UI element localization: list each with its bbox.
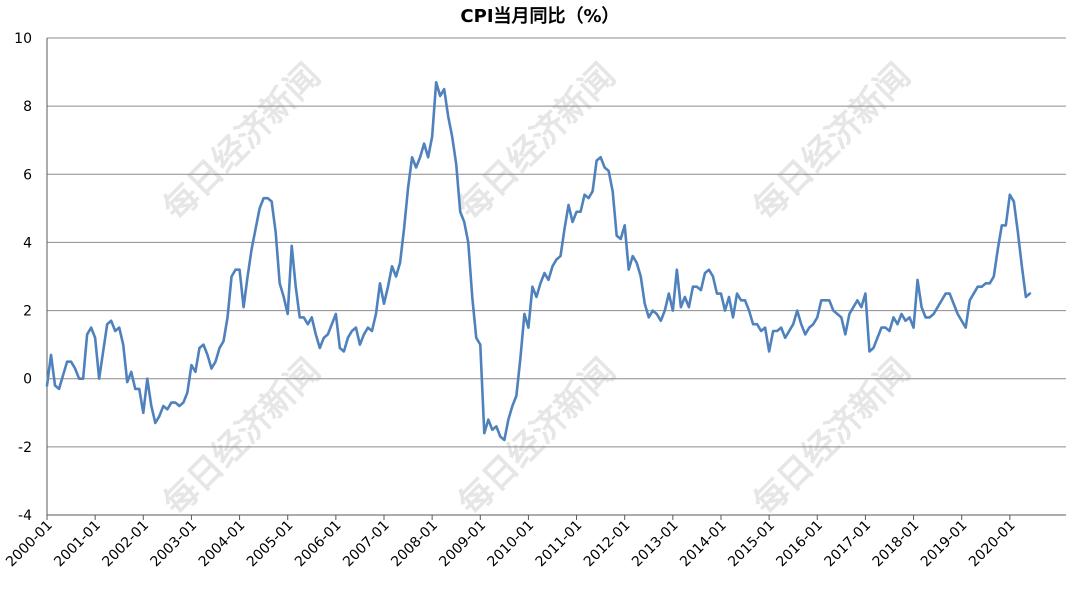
x-tick-label: 2004-01 [196, 518, 249, 571]
watermark-text: 每日经济新闻 [156, 56, 329, 229]
y-tick-label: -2 [18, 440, 32, 456]
x-tick-label: 2020-01 [966, 518, 1019, 571]
x-tick-label: 2003-01 [148, 518, 201, 571]
x-tick-label: 2002-01 [99, 518, 152, 571]
series-layer [45, 80, 1032, 442]
gridlines [46, 37, 1066, 516]
x-tick-label: 2008-01 [388, 518, 441, 571]
y-tick-label: 6 [23, 167, 32, 183]
x-tick-label: 2014-01 [677, 518, 730, 571]
x-tick-label: 2005-01 [244, 518, 297, 571]
watermark-text: 每日经济新闻 [746, 351, 919, 524]
x-tick-label: 2010-01 [485, 518, 538, 571]
x-tick-label: 2017-01 [822, 518, 875, 571]
watermark-text: 每日经济新闻 [156, 351, 329, 524]
x-tick-label: 2012-01 [581, 518, 634, 571]
y-tick-label: 4 [23, 235, 32, 251]
x-tick-label: 2016-01 [773, 518, 826, 571]
chart-title: CPI当月同比（%） [460, 5, 619, 27]
x-axis-ticks: 2000-012001-012002-012003-012004-012005-… [3, 515, 1019, 570]
x-tick-label: 2007-01 [340, 518, 393, 571]
watermark-text: 每日经济新闻 [451, 351, 624, 524]
x-tick-label: 2006-01 [292, 518, 345, 571]
watermark-text: 每日经济新闻 [746, 56, 919, 229]
y-tick-label: -4 [18, 508, 32, 524]
x-tick-label: 2000-01 [3, 518, 56, 571]
x-tick-label: 2009-01 [436, 518, 489, 571]
x-tick-label: 2019-01 [918, 518, 971, 571]
cpi-series-line [45, 80, 1032, 442]
x-tick-label: 2018-01 [870, 518, 923, 571]
y-tick-label: 10 [14, 31, 32, 47]
x-tick-label: 2015-01 [725, 518, 778, 571]
watermark-text: 每日经济新闻 [451, 56, 624, 229]
y-axis-ticks: -4 -2 0 2 4 6 8 10 [14, 31, 32, 524]
y-tick-label: 2 [23, 304, 32, 320]
y-tick-label: 8 [23, 99, 32, 115]
x-tick-label: 2011-01 [533, 518, 586, 571]
y-tick-label: 0 [23, 372, 32, 388]
x-tick-label: 2013-01 [629, 518, 682, 571]
x-tick-label: 2001-01 [51, 518, 104, 571]
